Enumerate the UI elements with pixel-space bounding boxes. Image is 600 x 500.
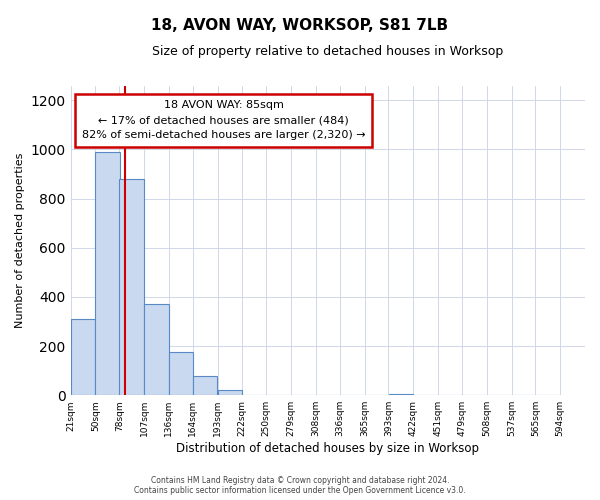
X-axis label: Distribution of detached houses by size in Worksop: Distribution of detached houses by size …: [176, 442, 479, 455]
Bar: [71, 319, 95, 395]
Y-axis label: Number of detached properties: Number of detached properties: [15, 152, 25, 328]
Bar: [169, 352, 193, 395]
Text: 18, AVON WAY, WORKSOP, S81 7LB: 18, AVON WAY, WORKSOP, S81 7LB: [151, 18, 449, 32]
Bar: [119, 179, 144, 395]
Bar: [389, 394, 413, 395]
Bar: [193, 376, 217, 395]
Bar: [218, 390, 242, 395]
Title: Size of property relative to detached houses in Worksop: Size of property relative to detached ho…: [152, 45, 503, 58]
Bar: [144, 304, 169, 395]
Text: Contains HM Land Registry data © Crown copyright and database right 2024.
Contai: Contains HM Land Registry data © Crown c…: [134, 476, 466, 495]
Text: 18 AVON WAY: 85sqm
← 17% of detached houses are smaller (484)
82% of semi-detach: 18 AVON WAY: 85sqm ← 17% of detached hou…: [82, 100, 365, 140]
Bar: [95, 152, 120, 395]
